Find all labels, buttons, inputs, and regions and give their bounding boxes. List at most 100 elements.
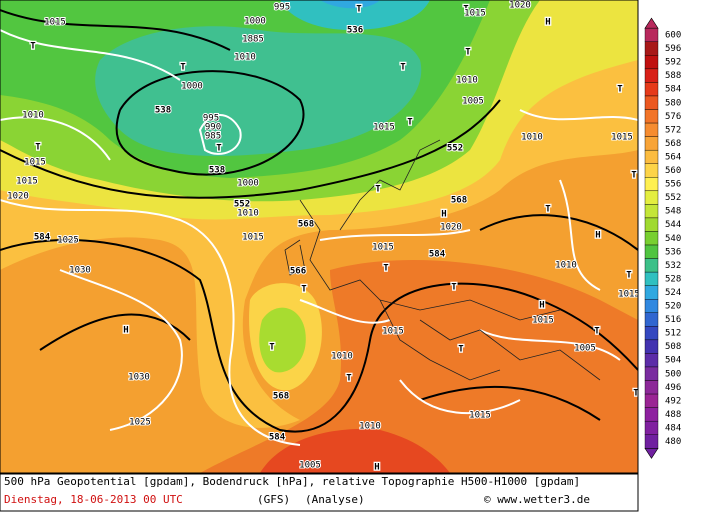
colorbar-label: 536	[665, 247, 681, 257]
colorbar-label: 500	[665, 369, 681, 379]
colorbar-label: 568	[665, 139, 681, 149]
colorbar-swatch	[644, 177, 659, 192]
colorbar-swatch	[644, 420, 659, 435]
colorbar-label: 588	[665, 71, 681, 81]
colorbar-label: 496	[665, 383, 681, 393]
pressure-center: T	[545, 205, 551, 215]
map: T995536100018851010T1000538995990985T538…	[0, 0, 640, 473]
colorbar-swatch	[644, 339, 659, 354]
colorbar-swatch	[644, 55, 659, 70]
pressure-center: H	[441, 210, 446, 220]
colorbar-swatch	[644, 434, 659, 449]
isobar-label: 1010	[555, 261, 577, 271]
isobar-label: 1015	[372, 243, 394, 253]
isobar-label: 1000	[244, 17, 266, 27]
isobar-label: 1015	[469, 411, 491, 421]
isobar-label: 1015	[618, 290, 640, 300]
caption-date: Dienstag, 18-06-2013 00 UTC	[4, 493, 183, 506]
colorbar-label: 552	[665, 193, 681, 203]
pressure-center: T	[617, 85, 623, 95]
pressure-center: H	[545, 18, 550, 28]
isobar-label: 1015	[44, 18, 66, 28]
caption-title: 500 hPa Geopotential [gpdam], Bodendruck…	[4, 475, 580, 488]
colorbar-label: 528	[665, 274, 681, 284]
height-label: 568	[273, 392, 289, 402]
height-label: 552	[447, 144, 463, 154]
colorbar-label: 508	[665, 342, 681, 352]
pressure-center: H	[539, 301, 544, 311]
pressure-center: T	[301, 285, 307, 295]
colorbar-swatch	[644, 231, 659, 246]
colorbar-label: 488	[665, 410, 681, 420]
isobar-label: 1020	[440, 223, 462, 233]
pressure-center: T	[626, 271, 632, 281]
isobar-label: 1030	[128, 373, 150, 383]
colorbar-swatch	[644, 407, 659, 422]
colorbar-swatch	[644, 258, 659, 273]
colorbar-label: 592	[665, 58, 681, 68]
isobar-label: 1025	[129, 418, 151, 428]
colorbar-swatch	[644, 204, 659, 219]
pressure-center: T	[180, 63, 186, 73]
colorbar-label: 516	[665, 315, 681, 325]
isobar-label: 985	[205, 132, 221, 142]
pressure-center: H	[595, 231, 600, 241]
colorbar-label: 524	[665, 288, 681, 298]
colorbar-label: 576	[665, 112, 681, 122]
colorbar-label: 600	[665, 31, 681, 41]
pressure-center: T	[346, 374, 352, 384]
colorbar-label: 596	[665, 44, 681, 54]
isobar-label: 1010	[331, 352, 353, 362]
colorbar-swatch	[644, 366, 659, 381]
pressure-center: T	[594, 327, 600, 337]
colorbar-swatch	[644, 68, 659, 83]
height-label: 584	[34, 233, 51, 243]
colorbar: 600 596 592 588 584 580 576 572 568 564 560 556 552 5…	[644, 17, 681, 459]
isobar-label: 1015	[464, 9, 486, 19]
colorbar-label: 584	[665, 85, 681, 95]
colorbar-swatch	[644, 380, 659, 395]
colorbar-label: 512	[665, 329, 681, 339]
pressure-center: H	[374, 463, 379, 473]
height-label: 584	[269, 433, 286, 443]
colorbar-swatch	[644, 217, 659, 232]
isobar-label: 1015	[16, 177, 38, 187]
isobar-label: 1015	[24, 158, 46, 168]
colorbar-swatch	[644, 326, 659, 341]
colorbar-swatch	[644, 122, 659, 137]
pressure-center: T	[35, 143, 41, 153]
colorbar-label: 560	[665, 166, 681, 176]
colorbar-label: 580	[665, 98, 681, 108]
pressure-center: T	[269, 343, 275, 353]
map-frame	[0, 0, 639, 474]
caption-box	[0, 473, 639, 512]
colorbar-swatch	[644, 163, 659, 178]
colorbar-swatch	[644, 353, 659, 368]
isobar-label: 1005	[462, 97, 484, 107]
isobar-label: 1010	[359, 422, 381, 432]
isobar-label: 1020	[509, 1, 531, 11]
pressure-center: T	[458, 345, 464, 355]
isobar-label: 1005	[299, 461, 321, 471]
isobar-label: 1010	[22, 111, 44, 121]
colorbar-swatch	[644, 82, 659, 97]
isobar-label: 1020	[7, 192, 29, 202]
colorbar-swatch	[644, 285, 659, 300]
isobar-label: 1005	[574, 344, 596, 354]
height-label: 568	[298, 220, 314, 230]
pressure-center: T	[400, 63, 406, 73]
colorbar-swatch	[644, 299, 659, 313]
colorbar-label: 564	[665, 152, 681, 162]
isobar-label: 995	[203, 114, 219, 124]
pressure-center: T	[631, 171, 637, 181]
pressure-center: T	[375, 185, 381, 195]
colorbar-arrow-bottom	[644, 447, 659, 459]
colorbar-swatch	[644, 312, 659, 327]
isobar-label: 1000	[237, 179, 259, 189]
height-label: 538	[155, 106, 171, 116]
isobar-label: 1025	[57, 236, 79, 246]
colorbar-label: 480	[665, 437, 681, 447]
colorbar-swatch	[644, 271, 659, 286]
colorbar-swatch	[644, 136, 659, 151]
